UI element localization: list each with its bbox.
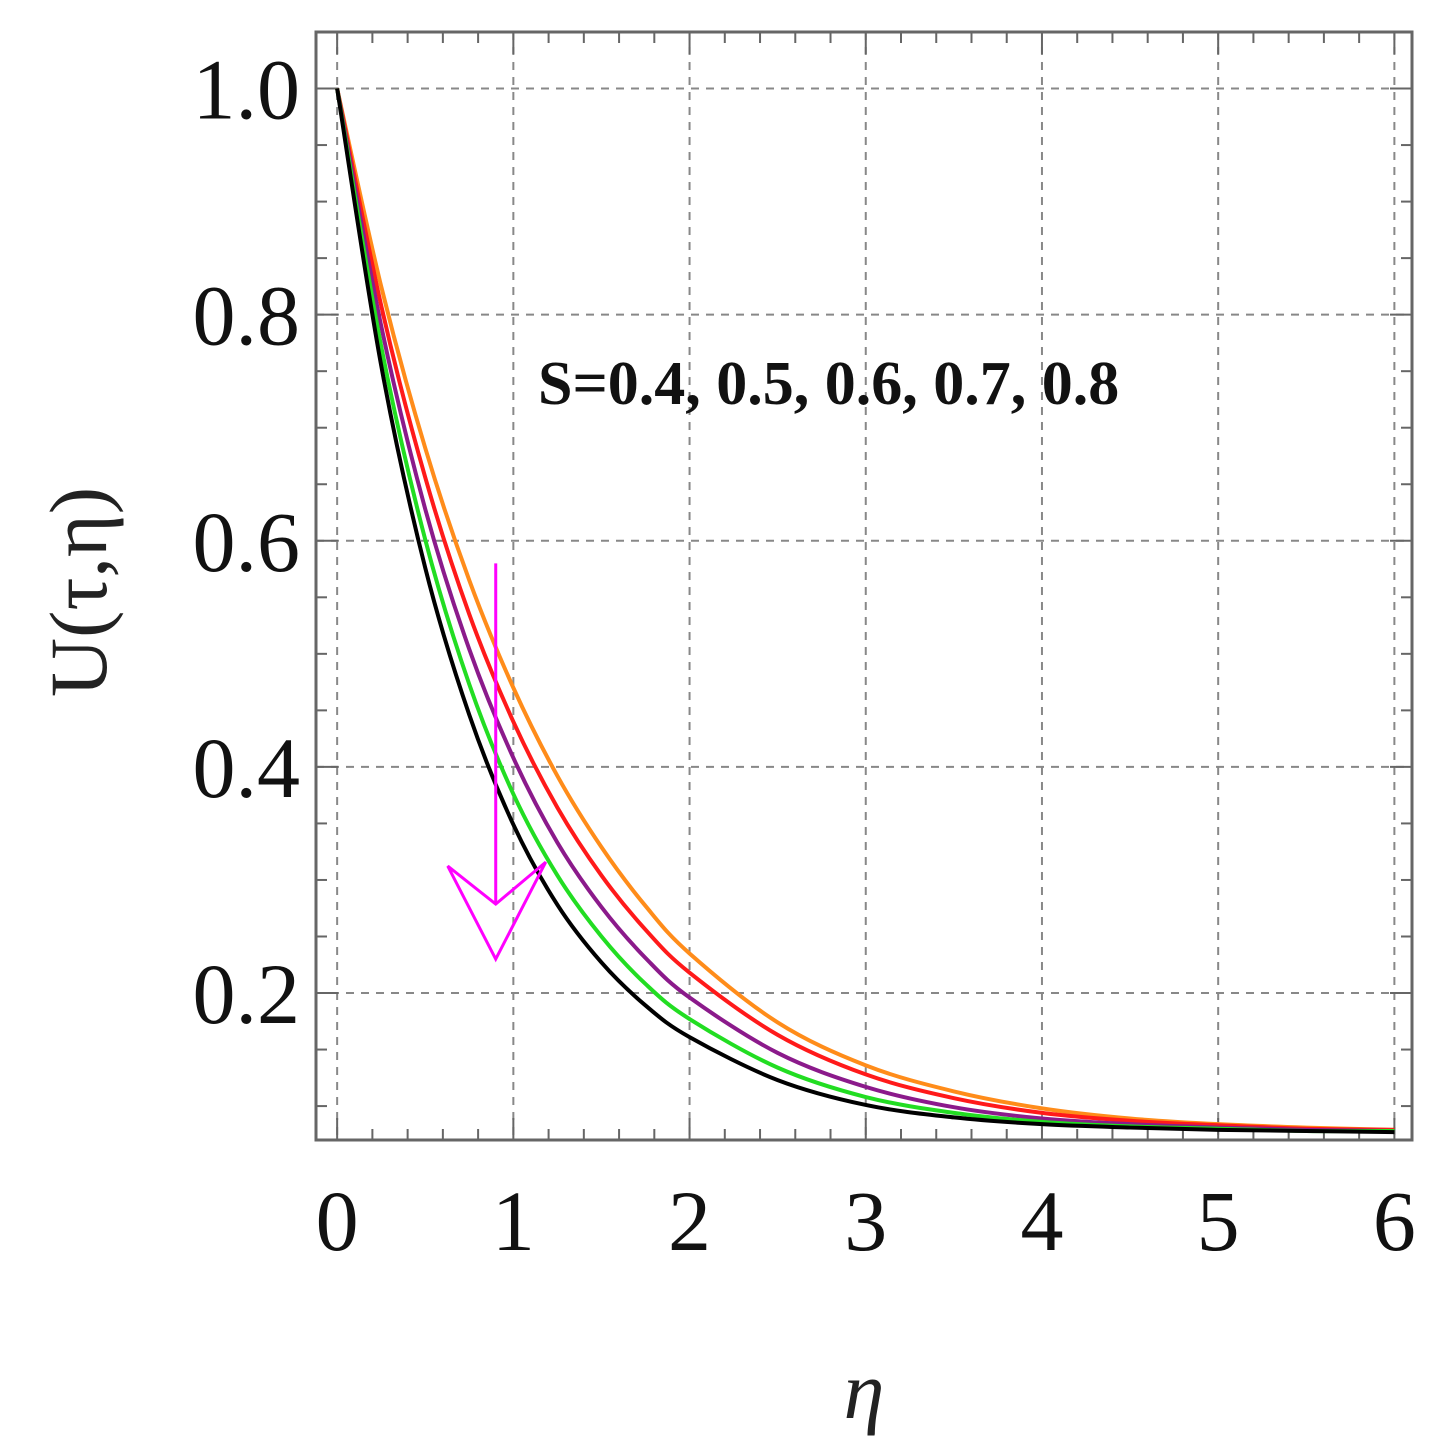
x-axis-label: η xyxy=(844,1345,885,1436)
x-tick-label: 2 xyxy=(668,1173,711,1269)
annotation-text: S=0.4, 0.5, 0.6, 0.7, 0.8 xyxy=(538,350,1119,418)
y-tick-label: 0.6 xyxy=(193,494,301,590)
arrow-layer xyxy=(446,563,548,963)
x-tick-label: 6 xyxy=(1373,1173,1416,1269)
y-tick-label: 0.8 xyxy=(193,268,301,364)
series-line xyxy=(335,88,1395,1132)
x-tick-label: 0 xyxy=(316,1173,359,1269)
series-line xyxy=(335,88,1395,1135)
y-tick-label: 0.4 xyxy=(193,720,301,816)
x-tick-label: 4 xyxy=(1020,1173,1063,1269)
grid xyxy=(316,32,1412,1140)
plot-background xyxy=(316,32,1412,1140)
arrow-head xyxy=(446,860,548,963)
series-line xyxy=(335,88,1395,1132)
series-layer xyxy=(335,88,1395,1135)
y-tick-label: 1.0 xyxy=(193,42,301,138)
x-tick-label: 5 xyxy=(1197,1173,1240,1269)
y-tick-label: 0.2 xyxy=(193,946,301,1042)
y-axis-label: U(τ,η) xyxy=(33,487,124,697)
series-line xyxy=(335,88,1395,1133)
x-tick-label: 3 xyxy=(844,1173,887,1269)
plot-frame xyxy=(314,30,1414,1142)
x-tick-label: 1 xyxy=(492,1173,535,1269)
tick-labels: 0 1 2 3 4 5 6 0.2 0.4 0.6 0.8 1.0 xyxy=(193,42,1416,1269)
